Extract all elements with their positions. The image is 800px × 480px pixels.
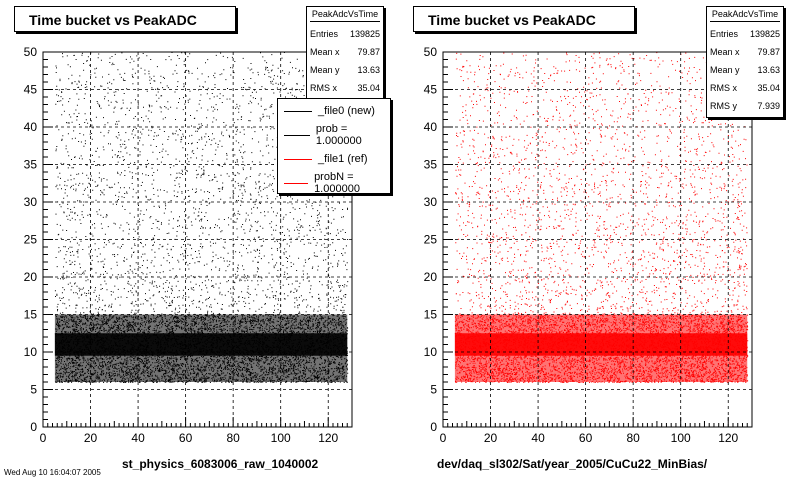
y-tick-label: 30	[424, 195, 438, 209]
y-tick-label: 5	[430, 383, 437, 397]
legend-label: _file1 (ref)	[318, 153, 368, 165]
y-tick-label: 35	[24, 158, 38, 172]
stats-row: Mean y 13.63	[310, 65, 380, 75]
timestamp: Wed Aug 10 16:04:07 2005	[4, 468, 101, 477]
y-tick-label: 15	[424, 308, 438, 322]
y-tick-label: 50	[24, 45, 38, 59]
right-scatter-plot: 0 20 40 60 80 100 120 0 5 10 15 20 25 30 35 40 45 50	[424, 45, 753, 445]
x-tick-label: 40	[531, 431, 545, 445]
stats-row: Mean y 13.63	[710, 65, 780, 75]
stats-row: Mean x 79.87	[310, 47, 380, 57]
x-tick-label: 120	[718, 431, 738, 445]
y-tick-label: 0	[30, 420, 37, 434]
stats-row: Mean x 79.87	[710, 47, 780, 57]
legend-label: prob = 1.000000	[315, 123, 362, 147]
x-tick-label: 80	[626, 431, 640, 445]
y-tick-label: 35	[424, 158, 438, 172]
legend-line-red	[284, 158, 312, 160]
x-tick-label: 120	[318, 431, 338, 445]
left-x-axis-label: st_physics_6083006_raw_1040002	[122, 457, 319, 471]
left-stats-name: PeakAdcVsTime	[310, 9, 380, 22]
legend-line-black	[284, 134, 310, 136]
x-tick-label: 20	[484, 431, 498, 445]
legend-label: probN = 1.000000	[314, 171, 360, 194]
y-tick-label: 40	[24, 120, 38, 134]
peak-band	[54, 333, 348, 356]
x-tick-label: 100	[671, 431, 691, 445]
stats-row: RMS x 35.04	[710, 83, 780, 93]
y-tick-label: 45	[424, 83, 438, 97]
right-chart-title: Time bucket vs PeakADC	[413, 6, 635, 32]
x-tick-label: 80	[226, 431, 240, 445]
x-tick-label: 20	[84, 431, 98, 445]
left-stats-box: PeakAdcVsTime Entries 139825 Mean x 79.87 …	[306, 6, 384, 100]
y-tick-label: 50	[424, 45, 438, 59]
x-tick-label: 60	[179, 431, 193, 445]
legend-box: _file0 (new) prob = 1.000000 _file1 (ref…	[277, 98, 391, 194]
right-x-axis-label: dev/daq_sl302/Sat/year_2005/CuCu22_MinBi…	[437, 457, 708, 471]
y-tick-label: 15	[24, 308, 38, 322]
stats-row: Entries 139825	[710, 29, 780, 39]
scatter-points	[54, 52, 349, 383]
right-stats-box: PeakAdcVsTime Entries 139825 Mean x 79.87 …	[706, 6, 784, 118]
y-tick-label: 20	[424, 270, 438, 284]
x-tick-label: 100	[271, 431, 291, 445]
stats-row: RMS x 35.04	[310, 83, 380, 93]
legend-line-red	[284, 182, 309, 184]
y-tick-label: 45	[24, 83, 38, 97]
x-tick-label: 60	[579, 431, 593, 445]
legend-entry-file0: _file0 (new)	[278, 99, 390, 123]
legend-line-black	[284, 110, 312, 112]
legend-entry-file1: _file1 (ref)	[278, 147, 390, 171]
x-tick-label: 0	[40, 431, 47, 445]
legend-entry-prob: prob = 1.000000	[278, 123, 390, 147]
left-chart-title: Time bucket vs PeakADC	[14, 6, 236, 32]
scatter-points	[454, 52, 749, 383]
x-tick-label: 40	[131, 431, 145, 445]
y-tick-label: 25	[424, 233, 438, 247]
y-tick-label: 5	[30, 383, 37, 397]
stats-row: Entries 139825	[310, 29, 380, 39]
legend-entry-probn: probN = 1.000000	[278, 171, 390, 194]
y-tick-label: 40	[424, 120, 438, 134]
y-tick-label: 0	[430, 420, 437, 434]
y-tick-label: 10	[424, 345, 438, 359]
x-tick-label: 0	[440, 431, 447, 445]
y-tick-label: 20	[24, 270, 38, 284]
y-tick-label: 30	[24, 195, 38, 209]
peak-band	[454, 333, 748, 356]
y-tick-label: 25	[24, 233, 38, 247]
stats-row: RMS y 7.939	[710, 101, 780, 111]
y-tick-label: 10	[24, 345, 38, 359]
legend-label: _file0 (new)	[318, 105, 375, 117]
right-stats-name: PeakAdcVsTime	[710, 9, 780, 22]
